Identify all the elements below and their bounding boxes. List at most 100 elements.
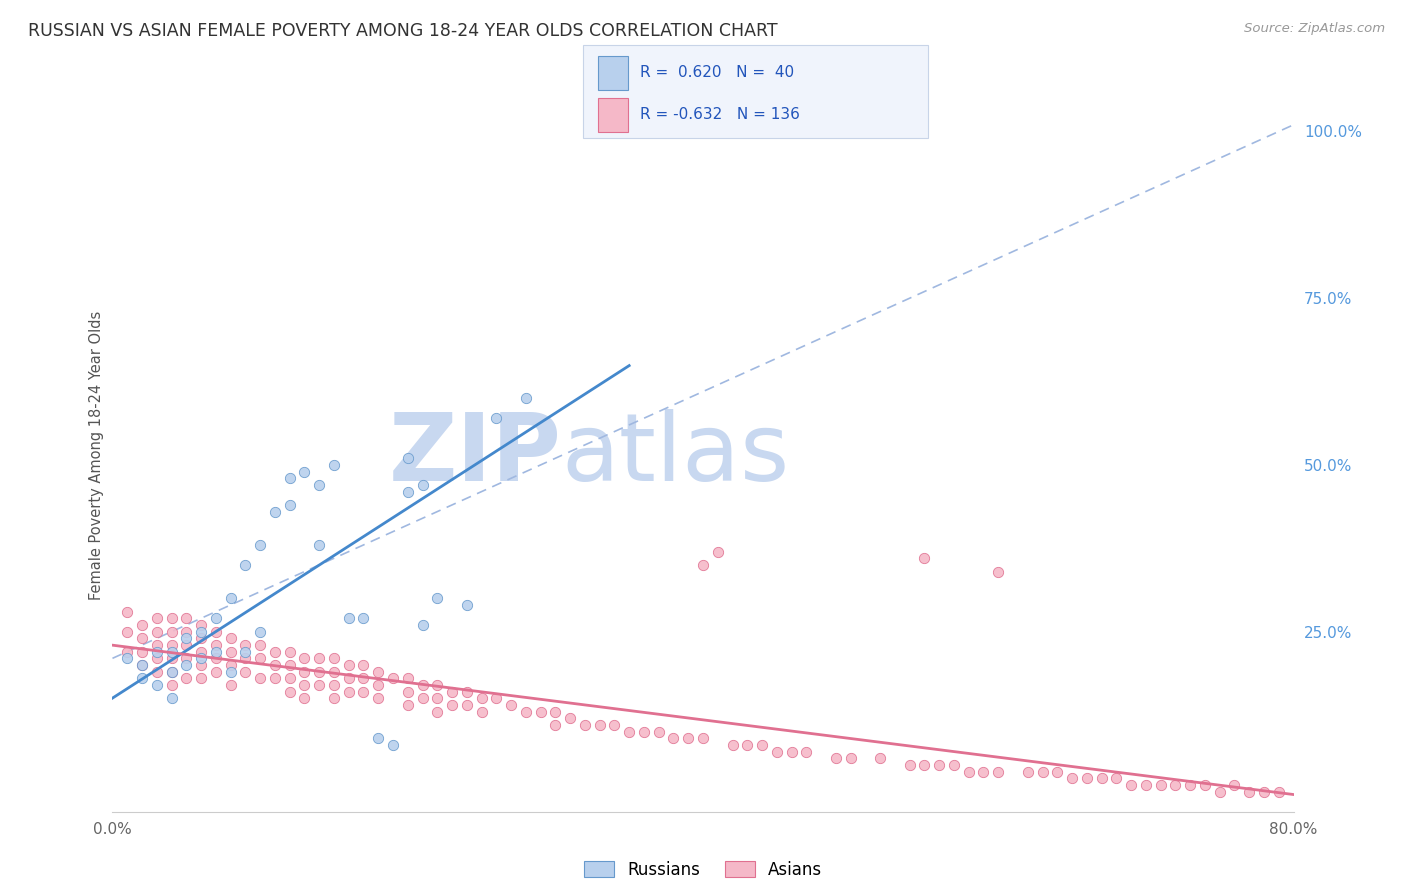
Point [264, 645, 287, 659]
Point [308, 651, 330, 665]
Point [544, 705, 567, 719]
Point [588, 718, 610, 732]
Point [292, 691, 315, 706]
Point [558, 711, 582, 725]
Point [441, 698, 464, 712]
Point [485, 411, 508, 425]
Point [1017, 764, 1039, 779]
Text: Source: ZipAtlas.com: Source: ZipAtlas.com [1244, 22, 1385, 36]
Point [117, 605, 138, 619]
Point [1164, 778, 1187, 792]
Point [352, 671, 374, 685]
Point [396, 484, 419, 499]
Point [396, 451, 419, 466]
Point [146, 678, 169, 692]
Point [411, 691, 433, 706]
Point [160, 624, 183, 639]
Point [190, 632, 212, 646]
Point [1105, 772, 1128, 786]
Point [411, 478, 433, 492]
Text: atlas: atlas [561, 409, 790, 501]
Point [174, 638, 197, 652]
Point [249, 624, 271, 639]
Point [174, 651, 197, 665]
Point [470, 705, 494, 719]
Point [485, 691, 508, 706]
Point [1268, 785, 1291, 799]
Point [1150, 778, 1173, 792]
Point [426, 678, 449, 692]
Point [146, 611, 169, 625]
Point [633, 724, 655, 739]
Point [1135, 778, 1157, 792]
Point [160, 691, 183, 706]
Point [1194, 778, 1216, 792]
Point [603, 718, 626, 732]
Point [396, 671, 419, 685]
Point [249, 671, 271, 685]
Point [396, 684, 419, 698]
Point [174, 624, 197, 639]
Point [737, 738, 759, 752]
Point [678, 731, 700, 746]
Point [219, 665, 242, 679]
Point [942, 758, 965, 772]
Point [174, 632, 197, 646]
Point [264, 671, 287, 685]
Point [233, 665, 256, 679]
Point [501, 698, 523, 712]
Point [987, 764, 1010, 779]
Point [914, 758, 936, 772]
Point [233, 645, 256, 659]
Point [205, 645, 228, 659]
Point [588, 124, 610, 138]
Point [205, 651, 228, 665]
Point [721, 738, 744, 752]
Point [544, 718, 567, 732]
Point [352, 684, 374, 698]
Point [278, 645, 301, 659]
Point [396, 698, 419, 712]
Legend: Russians, Asians: Russians, Asians [576, 855, 830, 886]
Point [662, 731, 685, 746]
Point [928, 758, 950, 772]
Point [233, 558, 256, 572]
Point [233, 638, 256, 652]
Point [205, 665, 228, 679]
Point [869, 751, 891, 765]
Point [751, 738, 773, 752]
Point [160, 651, 183, 665]
Point [382, 671, 405, 685]
Point [131, 632, 153, 646]
Point [160, 611, 183, 625]
Point [367, 665, 389, 679]
Point [205, 611, 228, 625]
Point [411, 678, 433, 692]
Point [249, 651, 271, 665]
Point [190, 671, 212, 685]
Point [292, 465, 315, 479]
Point [824, 751, 846, 765]
Point [574, 718, 596, 732]
Point [131, 658, 153, 673]
Point [233, 651, 256, 665]
Point [278, 658, 301, 673]
Point [1239, 785, 1261, 799]
Point [692, 731, 714, 746]
Point [706, 544, 728, 558]
Point [174, 671, 197, 685]
Point [292, 651, 315, 665]
Point [367, 731, 389, 746]
Point [323, 691, 346, 706]
Point [1091, 772, 1114, 786]
Point [146, 645, 169, 659]
Point [456, 684, 478, 698]
Point [219, 645, 242, 659]
Point [323, 678, 346, 692]
Point [796, 745, 818, 759]
Point [292, 665, 315, 679]
Point [647, 724, 671, 739]
Point [174, 658, 197, 673]
Point [337, 611, 360, 625]
Point [1119, 778, 1142, 792]
